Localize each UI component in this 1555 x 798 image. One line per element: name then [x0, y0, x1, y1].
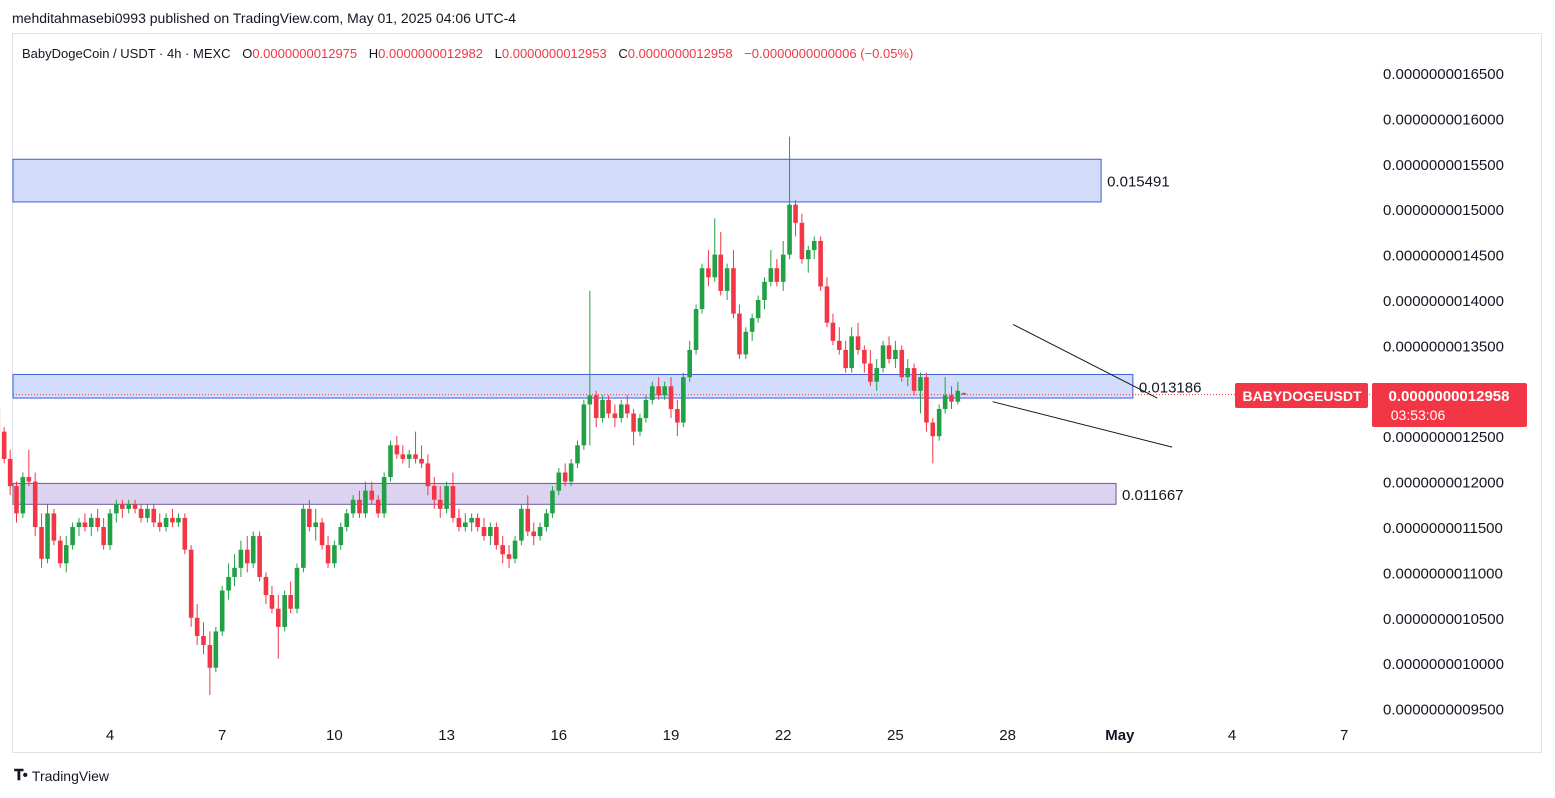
low-key: L	[494, 46, 502, 61]
symbol-legend: BabyDogeCoin / USDT · 4h · MEXC O0.00000…	[22, 46, 913, 61]
tradingview-logo[interactable]: 𝐓• TradingView	[14, 767, 109, 784]
low-value: 0.0000000012953	[501, 46, 607, 61]
candle-body	[1, 431, 7, 459]
high-value: 0.0000000012982	[378, 46, 484, 61]
open-key: O	[242, 46, 253, 61]
chart-frame[interactable]	[12, 33, 1542, 753]
close-value: 0.0000000012958	[627, 46, 733, 61]
open-value: 0.0000000012975	[252, 46, 358, 61]
change-value: −0.0000000000006 (−0.05%)	[744, 46, 914, 61]
symbol-title[interactable]: BabyDogeCoin / USDT · 4h · MEXC	[22, 46, 231, 61]
tradingview-logo-icon: 𝐓•	[14, 767, 28, 784]
published-info: mehditahmasebi0993 published on TradingV…	[12, 10, 517, 26]
tradingview-brand: TradingView	[31, 767, 109, 784]
close-key: C	[618, 46, 628, 61]
high-key: H	[368, 46, 379, 61]
